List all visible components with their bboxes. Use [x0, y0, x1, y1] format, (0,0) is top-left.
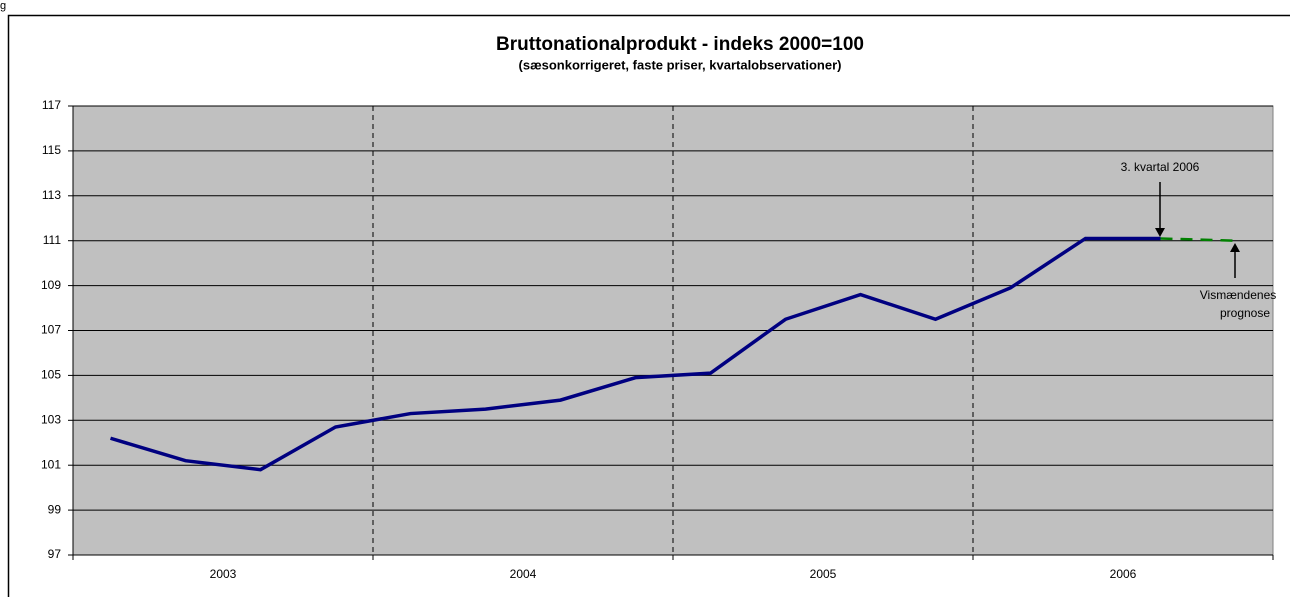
annotation: 3. kvartal 2006	[1121, 160, 1200, 174]
chart-subtitle: (sæsonkorrigeret, faste priser, kvartalo…	[519, 57, 842, 72]
x-tick-label: 2006	[1110, 567, 1137, 581]
y-tick-label: 117	[42, 98, 61, 112]
y-tick-label: 101	[41, 457, 61, 471]
y-tick-label: 113	[42, 188, 61, 202]
x-tick-label: 2005	[810, 567, 837, 581]
annotation: Vismændenes	[1200, 288, 1277, 302]
y-tick-label: 105	[41, 368, 61, 382]
series-line	[1160, 237, 1236, 242]
y-tick-label: 107	[41, 323, 61, 337]
chart-title: Bruttonationalprodukt - indeks 2000=100	[496, 34, 864, 55]
arrow-head	[1155, 228, 1165, 237]
y-tick-label: 97	[48, 547, 62, 561]
y-tick-label: 111	[43, 233, 62, 247]
x-tick-label: 2004	[510, 567, 537, 581]
annotation: prognose	[1220, 306, 1270, 320]
arrow-head	[1230, 243, 1240, 252]
x-tick-label: 2003	[210, 567, 237, 581]
y-tick-label: 103	[41, 412, 61, 426]
y-tick-label: 99	[48, 502, 62, 516]
y-tick-label: 115	[42, 143, 61, 157]
series-line	[109, 236, 1161, 472]
y-tick-label: 109	[41, 278, 61, 292]
fragment: g	[0, 0, 6, 12]
